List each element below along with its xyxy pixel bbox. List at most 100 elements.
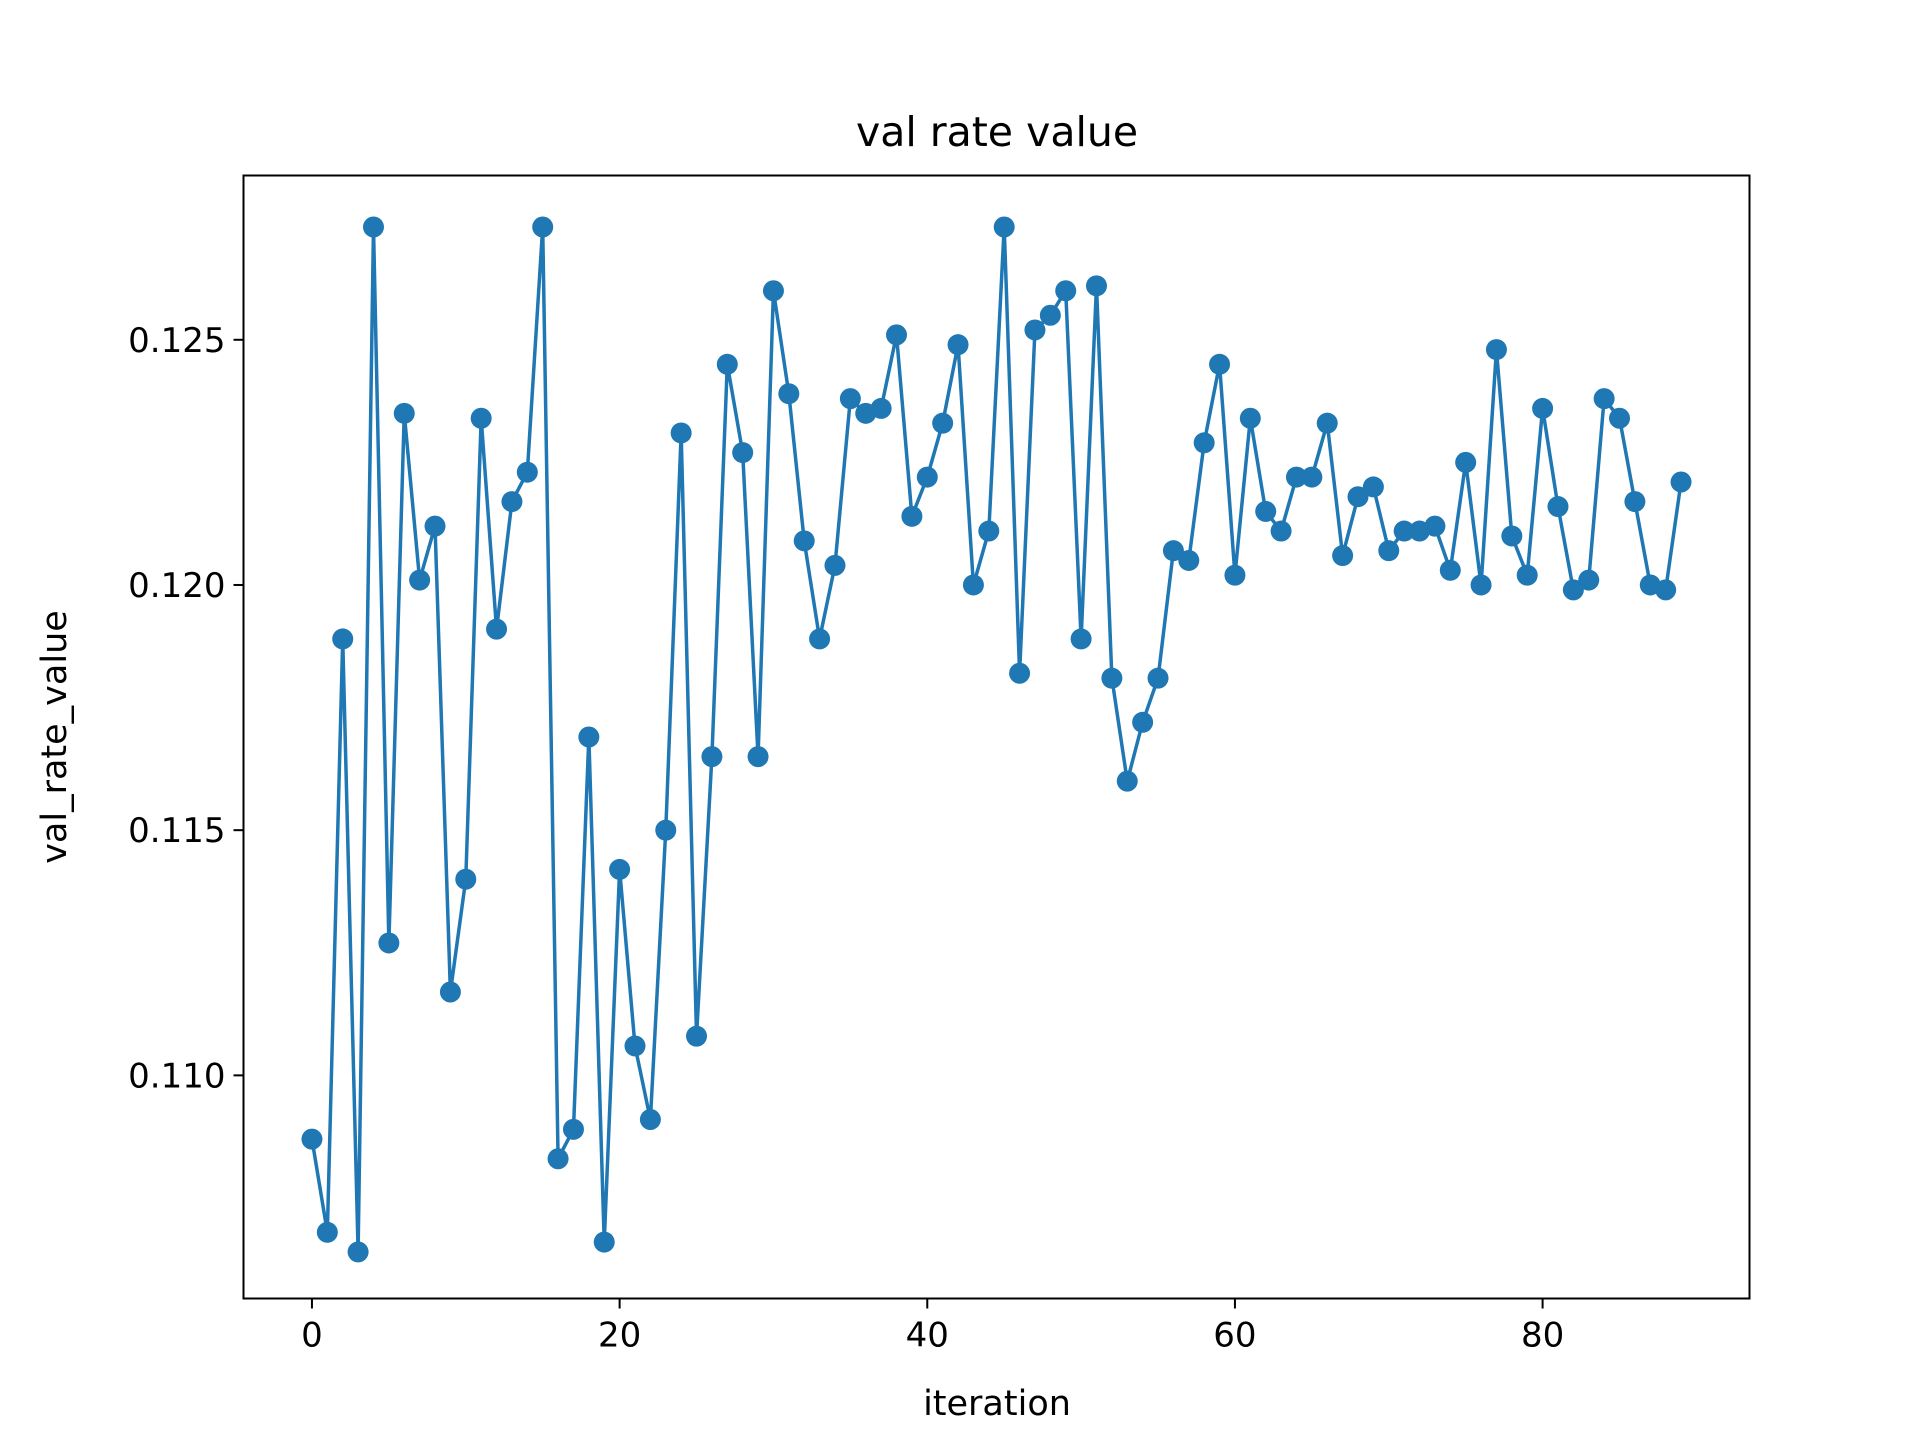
- series-line: [310, 225, 1683, 1254]
- data-point: [301, 1128, 323, 1150]
- y-axis-label: val_rate_value: [35, 610, 75, 864]
- data-point: [455, 868, 477, 890]
- data-point: [347, 1241, 369, 1263]
- data-point: [532, 216, 554, 238]
- data-point: [1070, 628, 1092, 650]
- data-point: [1270, 520, 1292, 542]
- data-point: [1009, 662, 1031, 684]
- data-point: [747, 746, 769, 768]
- data-point: [1055, 280, 1077, 302]
- data-point: [778, 383, 800, 405]
- data-point: [1532, 397, 1554, 419]
- data-point: [409, 569, 431, 591]
- data-point: [1393, 520, 1415, 542]
- data-point: [470, 407, 492, 429]
- data-point: [1578, 569, 1600, 591]
- data-point: [762, 280, 784, 302]
- x-tick-label: 40: [906, 1316, 949, 1356]
- data-point: [1670, 471, 1692, 493]
- data-point: [393, 402, 415, 424]
- x-tick-label: 20: [598, 1316, 641, 1356]
- data-point: [578, 726, 600, 748]
- data-point: [378, 932, 400, 954]
- data-point: [1116, 770, 1138, 792]
- data-point: [1039, 304, 1061, 326]
- data-point: [1255, 500, 1277, 522]
- data-point: [1193, 432, 1215, 454]
- x-tick-label: 80: [1521, 1316, 1564, 1356]
- data-point: [1378, 540, 1400, 562]
- data-point: [547, 1148, 569, 1170]
- data-point: [824, 554, 846, 576]
- data-point: [1224, 564, 1246, 586]
- data-point: [839, 388, 861, 410]
- data-point: [362, 216, 384, 238]
- data-point: [1101, 667, 1123, 689]
- data-point: [639, 1109, 661, 1131]
- data-point: [1085, 275, 1107, 297]
- data-point: [1562, 579, 1584, 601]
- data-point: [1147, 667, 1169, 689]
- data-point: [655, 819, 677, 841]
- data-point: [793, 530, 815, 552]
- data-point: [1516, 564, 1538, 586]
- plot-area: [301, 216, 1692, 1263]
- data-point: [1178, 549, 1200, 571]
- data-point: [978, 520, 1000, 542]
- data-point: [1655, 579, 1677, 601]
- data-point: [1209, 353, 1231, 375]
- data-point: [1455, 451, 1477, 473]
- data-point: [993, 216, 1015, 238]
- y-axis: 0.110 0.115 0.120 0.125: [128, 321, 244, 1096]
- data-point: [1624, 491, 1646, 513]
- data-point: [947, 334, 969, 356]
- data-point: [562, 1118, 584, 1140]
- data-point: [1424, 515, 1446, 537]
- y-tick-label: 0.120: [128, 566, 225, 606]
- data-point: [486, 618, 508, 640]
- y-tick-label: 0.125: [128, 321, 225, 361]
- y-tick-label: 0.115: [128, 811, 225, 851]
- data-point: [1501, 525, 1523, 547]
- data-point: [1547, 496, 1569, 518]
- data-point: [1285, 466, 1307, 488]
- data-point: [1024, 319, 1046, 341]
- data-point: [1239, 407, 1261, 429]
- data-point: [962, 574, 984, 596]
- data-point: [1470, 574, 1492, 596]
- x-axis-label: iteration: [923, 1384, 1071, 1424]
- data-point: [332, 628, 354, 650]
- data-point: [1609, 407, 1631, 429]
- data-point: [516, 461, 538, 483]
- data-point: [809, 628, 831, 650]
- chart-title: val rate value: [856, 108, 1138, 156]
- data-point: [1332, 545, 1354, 567]
- plot-frame: [242, 174, 1751, 1300]
- data-point: [624, 1035, 646, 1057]
- data-point: [716, 353, 738, 375]
- data-point: [701, 746, 723, 768]
- data-point: [609, 858, 631, 880]
- data-point: [870, 397, 892, 419]
- data-point: [1162, 540, 1184, 562]
- data-point: [501, 491, 523, 513]
- data-point: [424, 515, 446, 537]
- y-tick-label: 0.110: [128, 1056, 225, 1096]
- data-point: [932, 412, 954, 434]
- x-tick-label: 0: [301, 1316, 323, 1356]
- x-axis: 0 20 40 60 80: [301, 1298, 1564, 1356]
- data-point: [670, 422, 692, 444]
- data-point: [439, 981, 461, 1003]
- data-point: [1593, 388, 1615, 410]
- data-point: [593, 1231, 615, 1253]
- data-point: [886, 324, 908, 346]
- data-point: [732, 442, 754, 464]
- data-point: [1439, 559, 1461, 581]
- data-point: [1485, 339, 1507, 361]
- data-point: [1347, 486, 1369, 508]
- data-point: [316, 1221, 338, 1243]
- data-point: [1132, 711, 1154, 733]
- data-point: [1316, 412, 1338, 434]
